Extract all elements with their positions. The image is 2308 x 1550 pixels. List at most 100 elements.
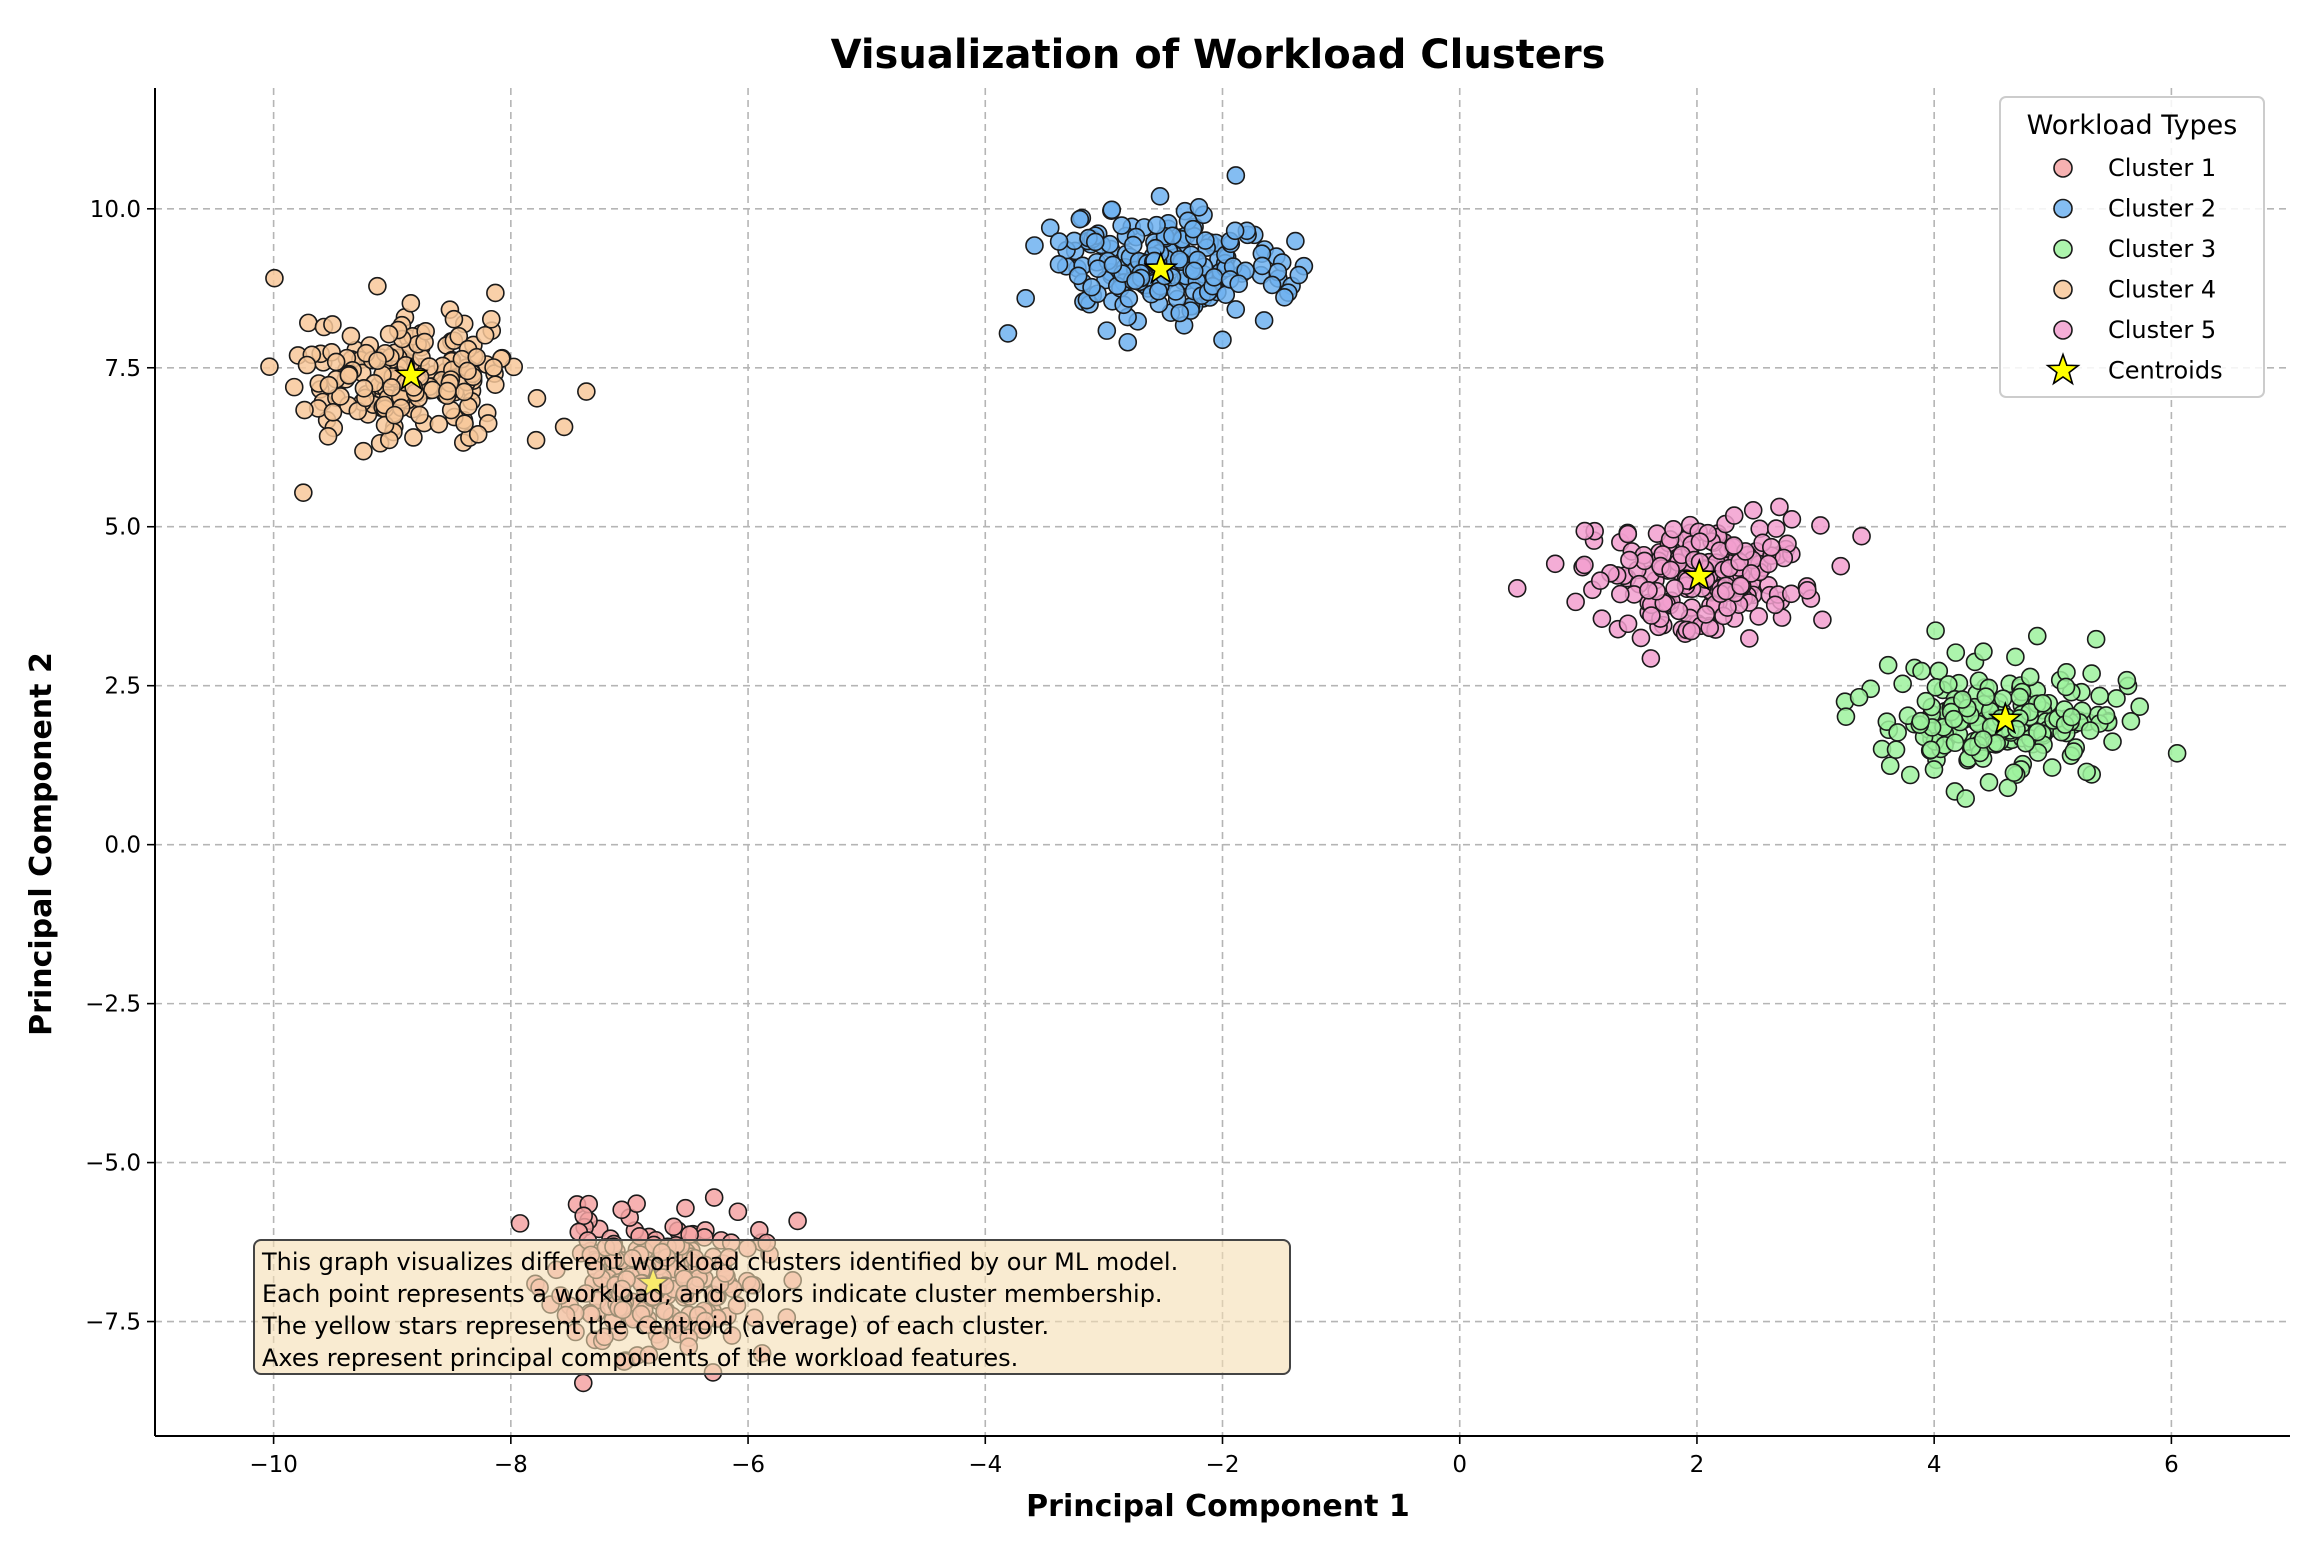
data-point — [2117, 670, 2137, 690]
data-point — [1275, 287, 1294, 307]
y-axis-label: Principal Component 2 — [24, 652, 59, 1036]
data-point — [1661, 560, 1680, 580]
legend-entry: Cluster 3 — [2053, 235, 2216, 263]
data-point — [1761, 537, 1781, 557]
data-point — [319, 375, 339, 395]
data-point — [2006, 647, 2025, 667]
data-point — [1973, 730, 1993, 749]
x-tick-label: 0 — [1452, 1452, 1467, 1478]
data-point — [1119, 289, 1139, 308]
data-point — [455, 414, 474, 433]
data-point — [2004, 763, 2024, 782]
data-point — [1085, 232, 1105, 252]
data-point — [2080, 721, 2100, 740]
legend-label: Cluster 2 — [2108, 195, 2216, 223]
data-point — [354, 379, 374, 398]
x-tick-label: 6 — [2164, 1452, 2179, 1478]
data-point — [1956, 789, 1975, 808]
data-point — [1068, 266, 1088, 286]
data-point — [1213, 330, 1232, 350]
data-point — [998, 324, 1018, 343]
data-point — [664, 1217, 683, 1237]
data-point — [1765, 595, 1785, 615]
legend-entry: Cluster 2 — [2053, 195, 2216, 223]
data-point — [1743, 500, 1763, 520]
legend-title: Workload Types — [2027, 110, 2238, 141]
y-tick-label: −2.5 — [85, 992, 141, 1018]
legend-label: Cluster 5 — [2108, 316, 2216, 344]
data-point — [1097, 321, 1117, 340]
data-point — [481, 309, 501, 329]
data-point — [1886, 740, 1906, 759]
data-point — [1836, 707, 1856, 726]
data-point — [1782, 509, 1802, 529]
legend-label: Cluster 1 — [2108, 154, 2216, 182]
data-point — [2056, 677, 2076, 697]
data-point — [1831, 556, 1851, 576]
series-cluster-2 — [998, 166, 1314, 352]
data-point — [2042, 758, 2062, 777]
data-point — [438, 381, 457, 401]
data-point — [1566, 592, 1585, 612]
data-point — [1226, 300, 1246, 319]
data-point — [323, 403, 343, 422]
data-point — [1849, 687, 1869, 707]
y-tick-label: 2.5 — [104, 674, 141, 700]
data-point — [1226, 166, 1246, 185]
data-point — [1900, 765, 1920, 785]
data-point — [284, 377, 304, 397]
data-point — [323, 315, 342, 334]
data-point — [2077, 762, 2096, 782]
data-point — [1049, 255, 1069, 274]
data-point — [1118, 332, 1138, 352]
legend-label: Cluster 4 — [2108, 276, 2216, 304]
x-tick-label: −10 — [249, 1452, 298, 1478]
data-point — [2062, 707, 2081, 727]
data-point — [1184, 261, 1204, 281]
data-point — [2020, 667, 2040, 687]
data-point — [1740, 629, 1759, 648]
data-point — [486, 375, 505, 395]
data-point — [1888, 723, 1907, 742]
y-tick-label: 7.5 — [104, 356, 141, 382]
y-tick-label: −5.0 — [85, 1151, 141, 1177]
data-point — [2028, 743, 2048, 762]
data-point — [1070, 209, 1090, 229]
data-point — [265, 268, 284, 288]
data-point — [410, 405, 429, 425]
data-point — [326, 352, 346, 372]
annotation-line-4: Axes represent principal components of t… — [262, 1344, 1018, 1372]
data-point — [382, 378, 401, 397]
data-point — [318, 427, 338, 446]
legend-label: Cluster 3 — [2108, 235, 2216, 263]
data-point — [2028, 722, 2047, 742]
data-point — [1545, 554, 1565, 574]
data-point — [1878, 655, 1898, 675]
series-cluster-4 — [260, 268, 596, 502]
data-point — [2082, 664, 2101, 683]
legend-entry: Cluster 5 — [2053, 316, 2216, 344]
data-point — [1924, 760, 1944, 779]
data-point — [294, 483, 313, 502]
legend-entry: Cluster 1 — [2053, 154, 2216, 182]
y-tick-label: 5.0 — [104, 515, 141, 541]
legend-entry: Centroids — [2045, 352, 2223, 386]
data-point — [415, 332, 434, 352]
data-point — [299, 313, 318, 333]
data-point — [1993, 689, 2013, 708]
data-point — [260, 357, 279, 376]
legend-marker — [2053, 239, 2073, 259]
data-point — [1147, 215, 1166, 235]
data-point — [475, 325, 495, 345]
data-point — [2064, 742, 2084, 761]
data-point — [2033, 694, 2052, 713]
legend-marker — [2045, 352, 2081, 386]
centroid-star — [1681, 557, 1717, 592]
data-point — [1082, 277, 1101, 297]
data-point — [1944, 709, 1964, 729]
x-tick-label: 4 — [1927, 1452, 1942, 1478]
data-point — [458, 361, 477, 381]
data-point — [612, 1200, 631, 1220]
y-tick-label: −7.5 — [85, 1310, 141, 1336]
data-point — [2010, 687, 2030, 707]
